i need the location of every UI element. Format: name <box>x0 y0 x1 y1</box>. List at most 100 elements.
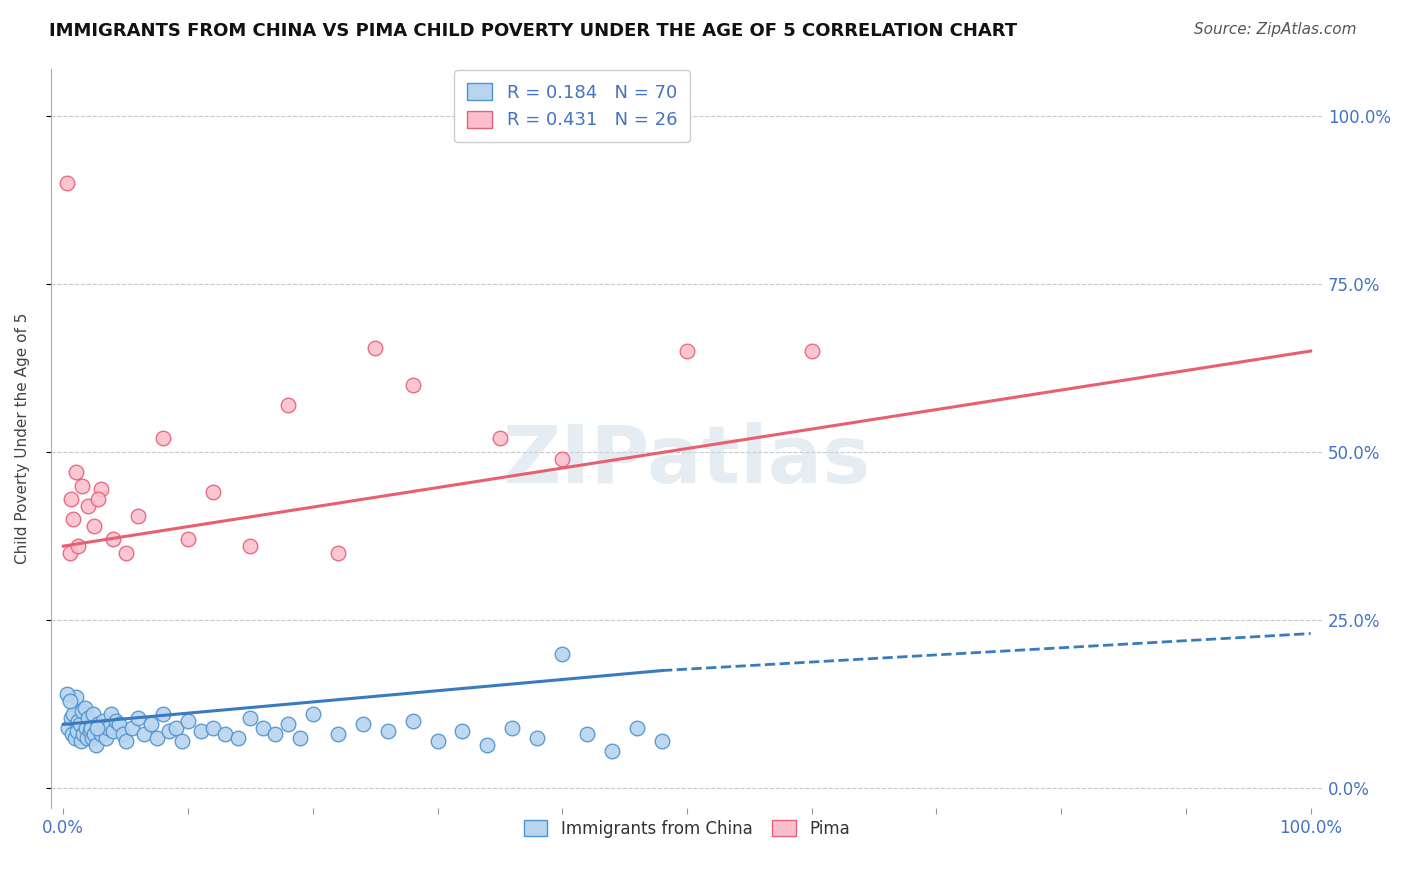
Point <box>377 724 399 739</box>
Point <box>87 491 110 506</box>
Point <box>152 707 174 722</box>
Point <box>108 717 131 731</box>
Point <box>56 176 79 190</box>
Point <box>576 727 599 741</box>
Point <box>70 478 93 492</box>
Text: Source: ZipAtlas.com: Source: ZipAtlas.com <box>1194 22 1357 37</box>
Point <box>264 727 287 741</box>
Point <box>114 734 136 748</box>
Point <box>100 707 122 722</box>
Point <box>157 724 180 739</box>
Point <box>127 508 149 523</box>
Point <box>82 707 104 722</box>
Text: ZIPatlas: ZIPatlas <box>503 422 872 500</box>
Point <box>134 727 156 741</box>
Point <box>252 721 274 735</box>
Point <box>501 721 523 735</box>
Point <box>56 687 79 701</box>
Point <box>426 734 449 748</box>
Point <box>551 647 574 661</box>
Point <box>290 731 312 745</box>
Point <box>75 721 97 735</box>
Point <box>676 344 699 359</box>
Point <box>90 482 112 496</box>
Point <box>77 711 100 725</box>
Point <box>165 721 187 735</box>
Point <box>551 451 574 466</box>
Point <box>139 717 162 731</box>
Point <box>104 714 127 728</box>
Point <box>364 341 387 355</box>
Y-axis label: Child Poverty Under the Age of 5: Child Poverty Under the Age of 5 <box>15 313 30 564</box>
Point <box>401 714 423 728</box>
Point <box>121 721 143 735</box>
Point <box>69 734 91 748</box>
Text: IMMIGRANTS FROM CHINA VS PIMA CHILD POVERTY UNDER THE AGE OF 5 CORRELATION CHART: IMMIGRANTS FROM CHINA VS PIMA CHILD POVE… <box>49 22 1018 40</box>
Point <box>66 724 89 739</box>
Point <box>301 707 323 722</box>
Point <box>651 734 673 748</box>
Point <box>90 727 112 741</box>
Point <box>103 724 125 739</box>
Point <box>80 731 103 745</box>
Point <box>69 717 91 731</box>
Point <box>401 377 423 392</box>
Point <box>226 731 249 745</box>
Point <box>451 724 474 739</box>
Point <box>60 727 83 741</box>
Point <box>600 744 623 758</box>
Point <box>326 727 349 741</box>
Point <box>87 717 110 731</box>
Point <box>277 398 299 412</box>
Point <box>80 721 103 735</box>
Point <box>70 704 93 718</box>
Point <box>177 714 200 728</box>
Point <box>201 721 224 735</box>
Point <box>76 731 98 745</box>
Point <box>170 734 193 748</box>
Point <box>62 512 84 526</box>
Point <box>103 533 125 547</box>
Point <box>67 539 90 553</box>
Point <box>73 700 96 714</box>
Point <box>62 707 84 722</box>
Point <box>91 714 114 728</box>
Point <box>65 690 87 705</box>
Point <box>239 539 262 553</box>
Point <box>114 546 136 560</box>
Point <box>352 717 374 731</box>
Point <box>65 465 87 479</box>
Point <box>177 533 200 547</box>
Point <box>214 727 236 741</box>
Point <box>59 711 82 725</box>
Point <box>526 731 548 745</box>
Point <box>201 485 224 500</box>
Point <box>97 721 120 735</box>
Point <box>326 546 349 560</box>
Point <box>72 727 94 741</box>
Point <box>86 721 108 735</box>
Point <box>146 731 169 745</box>
Point <box>94 731 117 745</box>
Point <box>127 711 149 725</box>
Point <box>83 727 105 741</box>
Point <box>190 724 212 739</box>
Point <box>59 491 82 506</box>
Point <box>67 714 90 728</box>
Point <box>83 519 105 533</box>
Point <box>77 499 100 513</box>
Point <box>239 711 262 725</box>
Point <box>626 721 648 735</box>
Point <box>58 721 80 735</box>
Point <box>84 738 107 752</box>
Point <box>152 432 174 446</box>
Point <box>800 344 823 359</box>
Point <box>489 432 512 446</box>
Point <box>58 694 80 708</box>
Point <box>112 727 135 741</box>
Legend: Immigrants from China, Pima: Immigrants from China, Pima <box>517 814 856 845</box>
Point <box>277 717 299 731</box>
Point <box>477 738 499 752</box>
Point <box>63 731 86 745</box>
Point <box>79 724 101 739</box>
